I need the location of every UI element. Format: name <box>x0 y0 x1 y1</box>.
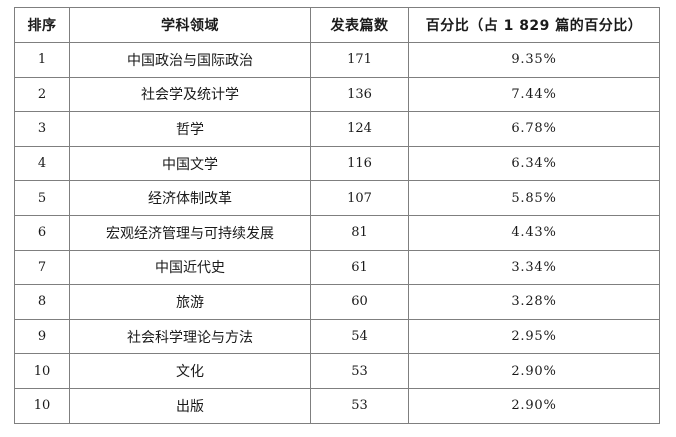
table-body: 1 中国政治与国际政治 171 9.35% 2 社会学及统计学 136 7.44% 3 哲学 124… <box>14 42 660 424</box>
cell-percent: 3.34% <box>408 249 660 286</box>
table-row: 1 中国政治与国际政治 171 9.35% <box>14 42 660 78</box>
table-row: 9 社会科学理论与方法 54 2.95% <box>14 318 660 355</box>
table-row: 3 哲学 124 6.78% <box>14 111 660 147</box>
header-count: 发表篇数 <box>310 7 409 43</box>
cell-percent: 3.28% <box>408 284 660 320</box>
table-row: 5 经济体制改革 107 5.85% <box>14 180 660 216</box>
table-row: 2 社会学及统计学 136 7.44% <box>14 76 660 113</box>
table-row: 4 中国文学 116 6.34% <box>14 145 660 182</box>
table-row: 8 旅游 60 3.28% <box>14 284 660 320</box>
cell-percent: 4.43% <box>408 214 660 251</box>
cell-percent: 2.90% <box>408 353 660 389</box>
ranking-table: 排序 学科领域 发表篇数 百分比（占 1 829 篇的百分比） 1 中国政治与国际… <box>14 7 660 424</box>
cell-rank: 10 <box>14 387 70 424</box>
cell-rank: 5 <box>14 180 70 216</box>
cell-percent: 9.35% <box>408 42 660 78</box>
cell-percent: 7.44% <box>408 76 660 113</box>
header-rank: 排序 <box>14 7 70 43</box>
cell-rank: 10 <box>14 353 70 389</box>
cell-count: 53 <box>310 387 409 424</box>
cell-percent: 2.90% <box>408 387 660 424</box>
header-percent: 百分比（占 1 829 篇的百分比） <box>408 7 660 43</box>
cell-percent: 6.78% <box>408 111 660 147</box>
cell-rank: 4 <box>14 145 70 182</box>
cell-field: 经济体制改革 <box>69 180 311 216</box>
cell-rank: 3 <box>14 111 70 147</box>
cell-field: 中国近代史 <box>69 249 311 286</box>
table-row: 7 中国近代史 61 3.34% <box>14 249 660 286</box>
cell-field: 旅游 <box>69 284 311 320</box>
cell-count: 53 <box>310 353 409 389</box>
cell-rank: 9 <box>14 318 70 355</box>
cell-rank: 8 <box>14 284 70 320</box>
cell-count: 60 <box>310 284 409 320</box>
cell-count: 81 <box>310 214 409 251</box>
cell-field: 哲学 <box>69 111 311 147</box>
cell-percent: 6.34% <box>408 145 660 182</box>
cell-count: 61 <box>310 249 409 286</box>
cell-count: 124 <box>310 111 409 147</box>
table-row: 6 宏观经济管理与可持续发展 81 4.43% <box>14 214 660 251</box>
header-row: 排序 学科领域 发表篇数 百分比（占 1 829 篇的百分比） <box>14 7 660 43</box>
cell-count: 107 <box>310 180 409 216</box>
header-field: 学科领域 <box>69 7 311 43</box>
cell-rank: 1 <box>14 42 70 78</box>
cell-percent: 2.95% <box>408 318 660 355</box>
cell-field: 中国政治与国际政治 <box>69 42 311 78</box>
cell-field: 社会科学理论与方法 <box>69 318 311 355</box>
cell-field: 文化 <box>69 353 311 389</box>
table-header: 排序 学科领域 发表篇数 百分比（占 1 829 篇的百分比） <box>14 7 660 43</box>
cell-count: 171 <box>310 42 409 78</box>
cell-percent: 5.85% <box>408 180 660 216</box>
cell-field: 社会学及统计学 <box>69 76 311 113</box>
cell-rank: 7 <box>14 249 70 286</box>
cell-field: 出版 <box>69 387 311 424</box>
table-row: 10 文化 53 2.90% <box>14 353 660 389</box>
cell-rank: 2 <box>14 76 70 113</box>
cell-rank: 6 <box>14 214 70 251</box>
cell-count: 136 <box>310 76 409 113</box>
cell-count: 54 <box>310 318 409 355</box>
cell-field: 宏观经济管理与可持续发展 <box>69 214 311 251</box>
cell-count: 116 <box>310 145 409 182</box>
cell-field: 中国文学 <box>69 145 311 182</box>
table-row: 10 出版 53 2.90% <box>14 387 660 424</box>
